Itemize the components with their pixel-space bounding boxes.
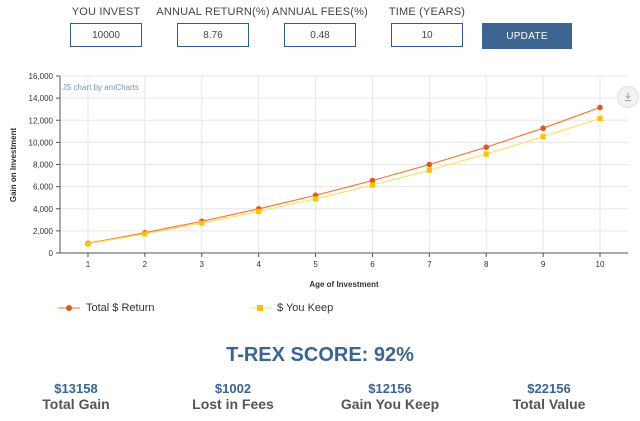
circle-marker-icon [58, 305, 80, 311]
y-axis-label: Gain on Investment [9, 128, 18, 203]
series-line-you-keep [87, 117, 601, 245]
data-point [199, 220, 205, 226]
data-point [597, 104, 603, 111]
summary-value: $12156 [368, 381, 412, 396]
time-label: TIME (YEARS) [388, 6, 466, 18]
annual-fees-input[interactable] [284, 23, 356, 47]
y-tick-label: 4,000 [33, 205, 54, 214]
time-input[interactable] [391, 23, 463, 47]
summary-total-gain: $13158 Total Gain [11, 381, 141, 413]
x-tick-label: 2 [143, 260, 148, 269]
summary-total-value: $22156 Total Value [484, 381, 614, 413]
summary-value: $1002 [214, 381, 252, 396]
data-point [426, 167, 432, 173]
download-icon [625, 93, 631, 102]
data-point [540, 125, 546, 132]
x-tick-label: 1 [86, 260, 91, 269]
data-point [483, 144, 490, 150]
y-tick-label: 10,000 [29, 138, 54, 147]
data-point [369, 177, 376, 184]
data-point [483, 151, 489, 157]
y-tick-label: 14,000 [29, 94, 54, 103]
update-button[interactable]: UPDATE [482, 23, 572, 49]
legend-item-total-return[interactable]: Total $ Return [58, 302, 154, 314]
invest-label: YOU INVEST [71, 6, 141, 18]
annual-return-input[interactable] [177, 23, 249, 47]
data-point [540, 134, 546, 140]
data-point [369, 182, 376, 188]
x-tick-label: 3 [200, 260, 205, 269]
summary-label: Gain You Keep [340, 396, 440, 412]
data-point [256, 208, 262, 215]
data-point [597, 115, 603, 122]
summary-value: $13158 [54, 381, 98, 396]
data-point [85, 241, 91, 247]
summary-value: $22156 [527, 381, 571, 396]
x-tick-label: 6 [370, 260, 375, 269]
chart-grid [60, 75, 628, 254]
y-tick-label: 12,000 [29, 116, 54, 125]
legend-label: Total $ Return [86, 302, 155, 314]
x-tick-label: 5 [313, 260, 318, 269]
trex-score: T-REX SCORE: 92% [226, 344, 414, 366]
y-tick-label: 2,000 [33, 227, 54, 236]
invest-input[interactable] [70, 23, 142, 47]
annual-fees-label: ANNUAL FEES(%) [272, 6, 368, 18]
chart-series [85, 104, 603, 247]
summary-lost-in-fees: $1002 Lost in Fees [168, 381, 298, 413]
annual-return-label: ANNUAL RETURN(%) [156, 6, 270, 18]
data-point [142, 231, 148, 237]
summary-gain-you-keep: $12156 Gain You Keep [325, 381, 455, 413]
data-point [426, 161, 433, 168]
x-tick-label: 8 [484, 260, 489, 269]
y-tick-label: 0 [49, 249, 54, 258]
summary-label: Lost in Fees [192, 396, 274, 412]
square-marker-icon [249, 305, 271, 311]
chart-axes: 0 2,000 4,000 6,000 8,000 10,000 12,000 14,000 1… [29, 72, 628, 269]
y-tick-label: 8,000 [33, 161, 54, 170]
x-axis-label: Age of Investment [309, 280, 379, 289]
chart-credit[interactable]: JS chart by amCharts [62, 83, 139, 92]
legend-label: $ You Keep [277, 302, 334, 314]
y-tick-label: 16,000 [29, 72, 54, 81]
x-tick-label: 7 [427, 260, 432, 269]
series-line-total-return [87, 106, 601, 244]
download-button[interactable] [617, 86, 639, 108]
x-tick-label: 4 [256, 260, 261, 269]
y-tick-label: 6,000 [33, 183, 54, 192]
summary-label: Total Gain [42, 396, 110, 412]
summary-label: Total Value [512, 396, 586, 412]
x-tick-label: 9 [541, 260, 546, 269]
investment-chart: 0 2,000 4,000 6,000 8,000 10,000 12,000 14,000 1… [9, 72, 628, 289]
data-point [312, 196, 319, 202]
legend-item-you-keep[interactable]: $ You Keep [249, 302, 333, 314]
x-tick-label: 10 [596, 260, 605, 269]
